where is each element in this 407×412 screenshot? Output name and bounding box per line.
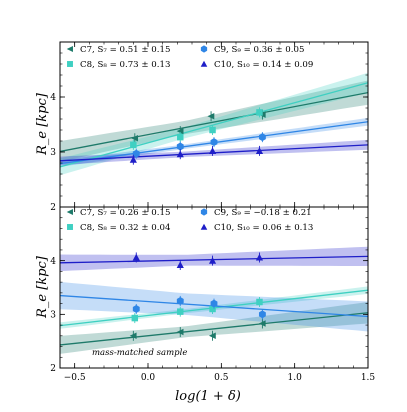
data-point-c9: [210, 299, 218, 308]
legend-label: C7, S₇ = 0.26 ± 0.15: [80, 208, 170, 218]
legend-marker-c9: [200, 45, 208, 53]
data-point-c10: [132, 253, 140, 261]
legend-marker-c10: [200, 60, 208, 67]
top-panel: 2 3 4 C7, S₇ = 0.51 ± 0.15 C8, S₈ = 0.73 ± 0…: [50, 41, 369, 213]
legend-entry-c8: C8, S₈ = 0.73 ± 0.13: [67, 60, 170, 70]
fit-line-c8: [60, 82, 368, 168]
fit-line-c7: [60, 91, 368, 153]
legend-entry-c8: C8, S₈ = 0.32 ± 0.04: [67, 223, 171, 233]
legend-label: C10, S₁₀ = 0.06 ± 0.13: [214, 223, 313, 233]
legend-label: C9, S₉ = 0.36 ± 0.05: [214, 45, 304, 55]
data-point-c8: [130, 141, 137, 149]
y-tick-label: 3: [50, 148, 56, 158]
legend-entry-c10: C10, S₁₀ = 0.14 ± 0.09: [200, 60, 313, 70]
axes-frame: [59, 206, 369, 369]
legend-marker-c9: [200, 208, 208, 216]
confidence-band-c10: [60, 246, 368, 272]
data-point-c8: [177, 133, 184, 141]
data-point-c10: [208, 257, 217, 264]
x-axis-label: log(1 + δ): [175, 389, 241, 404]
fit-line-c10: [60, 255, 368, 264]
legend-marker-c8: [67, 224, 73, 230]
legend-entry-c10: C10, S₁₀ = 0.06 ± 0.13: [200, 223, 313, 233]
legend-entry-c9: C9, S₉ = −0.18 ± 0.21: [200, 208, 312, 218]
data-point-c7: [176, 328, 184, 336]
legend-label: C9, S₉ = −0.18 ± 0.21: [214, 208, 312, 218]
data-point-c8: [209, 305, 216, 313]
x-tick-label: 1.0: [288, 373, 303, 383]
data-point-c8: [177, 308, 184, 315]
data-point-c7: [208, 332, 216, 340]
x-tick-label: −0.5: [64, 373, 86, 383]
legend-label: C7, S₇ = 0.51 ± 0.15: [80, 45, 170, 55]
bottom-panel: 2 3 4 −0.5 0.0 0.5 1.0 1.5 C7, S₇ = 0.26 ± 0.15 C…: [50, 206, 376, 383]
plot-area: [60, 246, 368, 354]
data-point-c10: [129, 156, 137, 163]
legend-marker-c7: [66, 46, 73, 52]
data-point-c7: [176, 127, 184, 135]
legend-label: C8, S₈ = 0.73 ± 0.13: [80, 60, 170, 70]
data-point-c10: [255, 253, 264, 261]
confidence-band-c8: [60, 72, 368, 176]
x-tick-label: 1.5: [361, 373, 376, 383]
legend-marker-c10: [200, 223, 208, 230]
y-tick-label: 4: [50, 257, 56, 267]
data-point-c7: [131, 135, 139, 142]
data-point-c10: [255, 147, 264, 154]
data-point-c9: [258, 310, 266, 319]
legend-marker-c8: [67, 61, 73, 67]
x-tick-label: 0.5: [214, 373, 229, 383]
legend-entry-c7: C7, S₇ = 0.26 ± 0.15: [66, 208, 170, 218]
legend-entry-c9: C9, S₉ = 0.36 ± 0.05: [200, 45, 304, 55]
bottom-y-axis-label: R_e [kpc]: [35, 255, 50, 319]
data-point-c8: [209, 126, 216, 134]
sample-annotation: mass-matched sample: [92, 348, 187, 358]
data-point-c9: [132, 149, 140, 158]
legend-marker-c7: [66, 209, 73, 215]
legend-entry-c7: C7, S₇ = 0.51 ± 0.15: [66, 45, 170, 55]
data-point-c7: [207, 113, 215, 120]
data-point-c10: [176, 261, 184, 269]
data-point-c7: [258, 320, 266, 327]
data-point-c8: [131, 314, 139, 322]
top-y-axis-label: R_e [kpc]: [35, 92, 50, 156]
y-tick-label: 2: [50, 364, 56, 374]
data-point-c8: [256, 298, 263, 306]
data-point-c9: [176, 296, 184, 305]
plot-area: [60, 72, 368, 176]
y-tick-label: 4: [50, 93, 56, 103]
data-point-c9: [258, 133, 266, 142]
data-point-c9: [210, 138, 218, 147]
data-point-c7: [129, 332, 137, 340]
axes-frames: [59, 41, 369, 369]
confidence-band-c7: [60, 80, 368, 162]
data-point-c10: [176, 150, 184, 158]
y-tick-label: 2: [50, 203, 56, 213]
legend-label: C8, S₈ = 0.32 ± 0.04: [80, 223, 171, 233]
fit-line-c7: [60, 312, 368, 346]
data-point-c9: [132, 305, 140, 313]
data-point-c8: [256, 109, 263, 116]
confidence-band-c7: [60, 302, 368, 354]
data-point-c10: [208, 147, 217, 154]
x-tick-label: 0.0: [141, 373, 156, 383]
y-tick-label: 3: [50, 311, 56, 321]
data-point-c9: [176, 142, 184, 151]
legend-label: C10, S₁₀ = 0.14 ± 0.09: [214, 60, 313, 70]
